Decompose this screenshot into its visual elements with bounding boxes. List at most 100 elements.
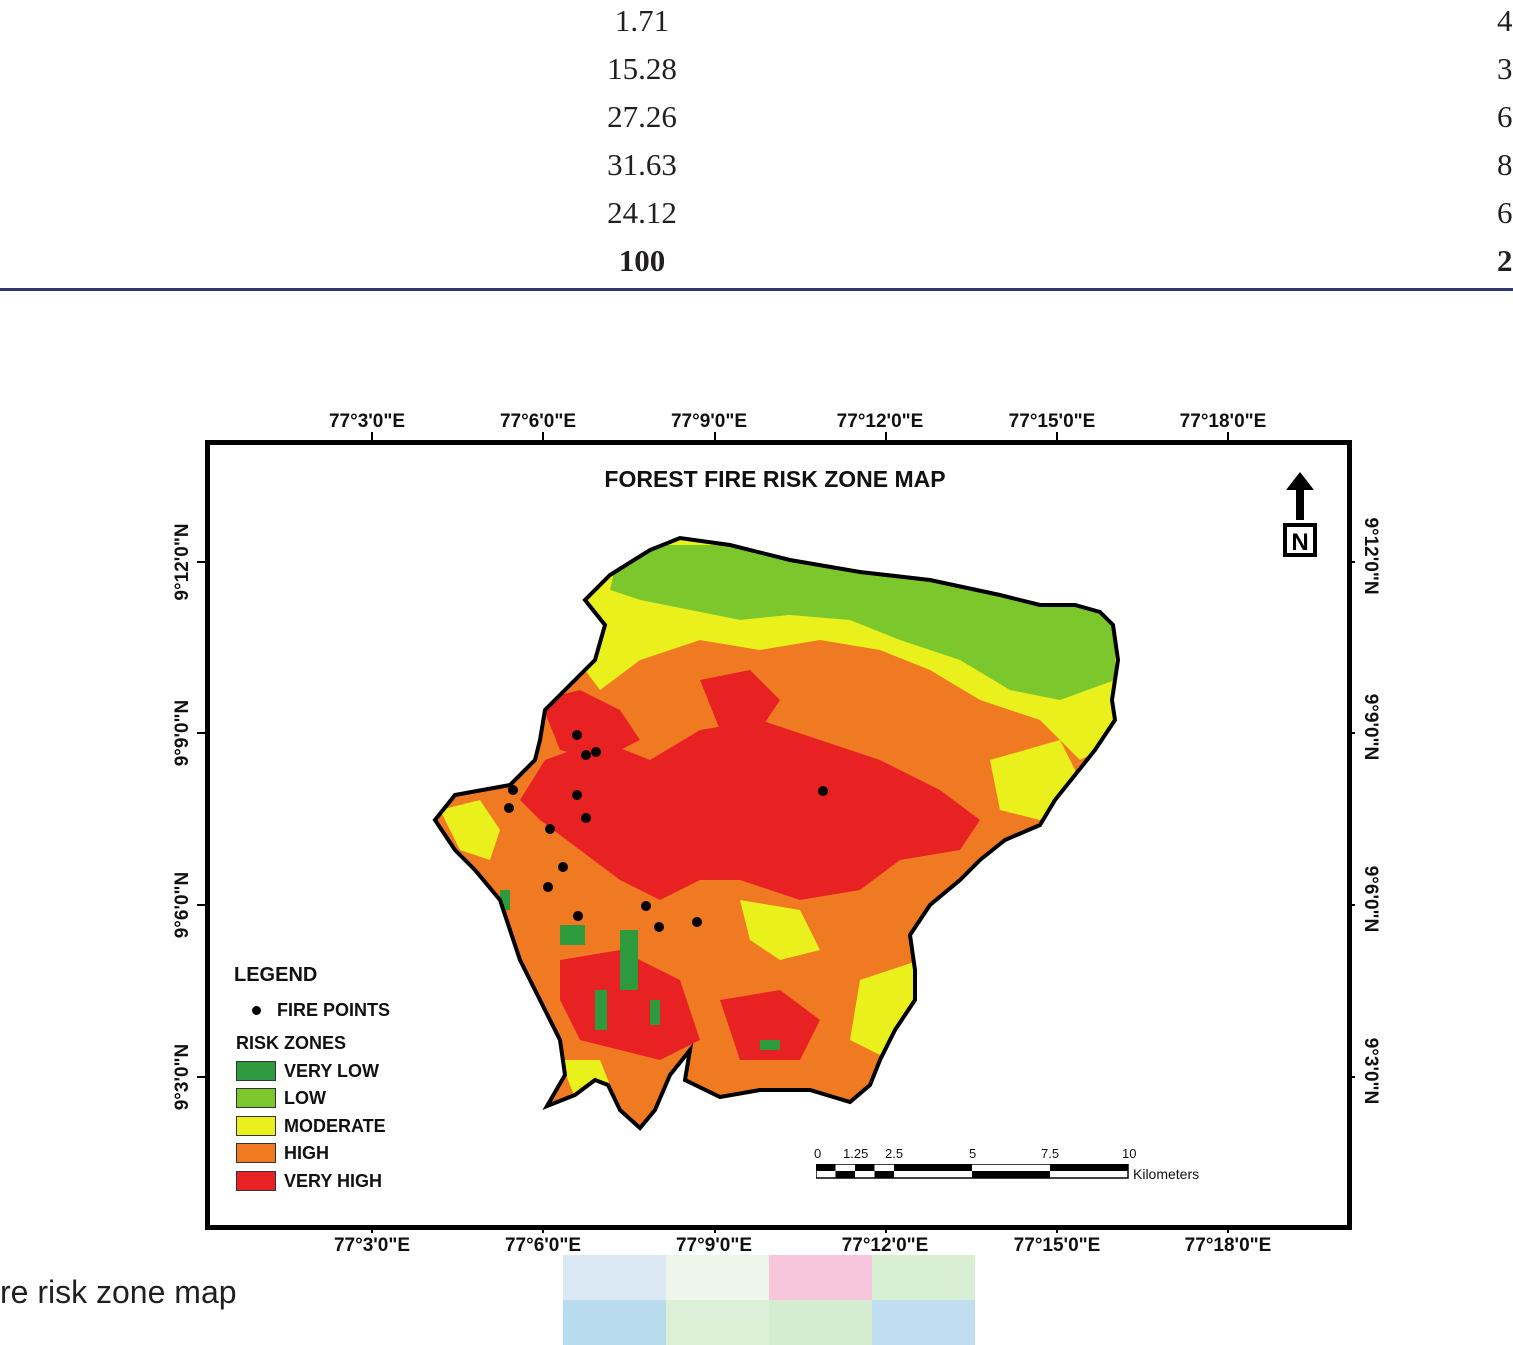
scale-tick-label: 2.5 — [885, 1146, 904, 1161]
frame-tick — [1347, 904, 1355, 906]
fire-point — [581, 813, 591, 823]
scale-tick-label: 5 — [969, 1146, 977, 1161]
fire-point — [654, 922, 664, 932]
legend-swatch — [236, 1061, 276, 1081]
scale-tick-label: 1.25 — [843, 1146, 869, 1161]
table-cell-right: 6 — [1497, 99, 1513, 134]
frame-tick — [542, 1225, 544, 1233]
very-high-zone — [560, 950, 700, 1060]
longitude-label: 77°18'0"E — [1179, 411, 1267, 432]
legend-item-very-high: VERY HIGH — [236, 1170, 382, 1192]
legend-item-high: HIGH — [236, 1142, 329, 1164]
very-high-zone — [700, 670, 780, 730]
frame-tick — [885, 1225, 887, 1233]
fire-point — [572, 790, 582, 800]
very-low-zone — [650, 1000, 660, 1025]
longitude-label: 77°3'0"E — [333, 1235, 411, 1256]
very-low-zone — [560, 925, 585, 945]
table-cell-percent: 24.12 — [607, 195, 677, 230]
fire-point-icon — [252, 1006, 261, 1015]
fire-point — [572, 730, 582, 740]
north-label: N — [1291, 529, 1308, 556]
table-cell-total: 100 — [618, 243, 666, 278]
frame-tick — [714, 1225, 716, 1233]
fire-points — [504, 730, 828, 932]
blurred-watermark — [563, 1255, 975, 1345]
legend-label: VERY HIGH — [284, 1170, 383, 1191]
legend-fire-points-label: FIRE POINTS — [277, 1000, 391, 1020]
scale-tick-label: 7.5 — [1041, 1146, 1060, 1161]
legend-swatch — [236, 1116, 276, 1136]
legend-item-moderate: MODERATE — [236, 1115, 386, 1137]
map-title: FOREST FIRE RISK ZONE MAP — [604, 466, 946, 492]
legend-label: LOW — [284, 1087, 326, 1108]
fire-point — [818, 786, 828, 796]
very-low-zone — [760, 1040, 780, 1050]
legend-fire-points: FIRE POINTS — [252, 1000, 390, 1021]
frame-tick — [371, 1225, 373, 1233]
figure-caption: re risk zone map — [0, 1274, 237, 1310]
scale-unit-label: Kilometers — [1133, 1166, 1200, 1182]
very-high-zone — [540, 690, 640, 760]
longitude-label: 77°18'0"E — [1184, 1235, 1272, 1256]
table-cell-right: 8 — [1497, 147, 1513, 182]
frame-tick — [1056, 1225, 1058, 1233]
frame-tick — [197, 732, 205, 734]
longitude-label: 77°6'0"E — [504, 1235, 582, 1256]
legend-swatch — [236, 1171, 276, 1191]
scale-bar-graphic — [816, 1164, 1129, 1179]
scale-tick-label: 10 — [1122, 1146, 1137, 1161]
frame-tick — [1227, 432, 1229, 440]
table-cell-percent: 1.71 — [614, 3, 670, 38]
legend-swatch — [236, 1143, 276, 1163]
fire-point — [581, 750, 591, 760]
very-low-zone — [595, 990, 607, 1030]
frame-tick — [371, 432, 373, 440]
frame-tick — [1347, 732, 1355, 734]
frame-tick — [197, 1076, 205, 1078]
frame-tick — [1347, 1076, 1355, 1078]
fire-point — [543, 882, 553, 892]
legend-label: MODERATE — [284, 1115, 386, 1136]
legend-risk-zones-label: RISK ZONES — [236, 1033, 347, 1053]
fire-point — [573, 911, 583, 921]
fire-point — [508, 785, 518, 795]
very-low-zone — [620, 930, 638, 990]
legend-swatch — [236, 1088, 276, 1108]
longitude-label: 77°12'0"E — [841, 1235, 929, 1256]
table-cell-right: 6 — [1497, 195, 1513, 230]
legend-item-low: LOW — [236, 1087, 326, 1109]
table-cell-percent: 15.28 — [607, 51, 677, 86]
longitude-label: 77°9'0"E — [675, 1235, 753, 1256]
fire-point — [558, 862, 568, 872]
table-cell-percent: 27.26 — [607, 99, 677, 134]
table-cell-percent: 31.63 — [607, 147, 677, 182]
frame-tick — [714, 432, 716, 440]
moderate-zone — [440, 800, 500, 860]
legend-label: VERY LOW — [284, 1060, 380, 1081]
frame-tick — [542, 432, 544, 440]
frame-tick — [1347, 561, 1355, 563]
moderate-zone — [590, 590, 800, 690]
table-cell-right: 4 — [1497, 3, 1513, 38]
longitude-label: 77°3'0"E — [328, 411, 406, 432]
longitude-label: 77°12'0"E — [836, 411, 924, 432]
fire-point — [545, 824, 555, 834]
study-area-boundary — [432, 535, 1121, 1131]
table-bottom-rule — [0, 288, 1513, 291]
frame-tick — [1056, 432, 1058, 440]
very-low-zone — [500, 890, 510, 910]
table-cell-right: 3 — [1497, 51, 1513, 86]
legend-item-very-low: VERY LOW — [236, 1060, 379, 1082]
frame-tick — [885, 432, 887, 440]
table-cell-total-right: 25 — [1497, 243, 1513, 278]
longitude-label: 77°15'0"E — [1013, 1235, 1101, 1256]
frame-tick — [1227, 1225, 1229, 1233]
fire-point — [641, 901, 651, 911]
very-high-zone — [720, 990, 820, 1060]
longitude-label: 77°9'0"E — [670, 411, 748, 432]
frame-tick — [197, 561, 205, 563]
very-high-zone — [520, 720, 980, 900]
legend-label: HIGH — [284, 1142, 329, 1163]
